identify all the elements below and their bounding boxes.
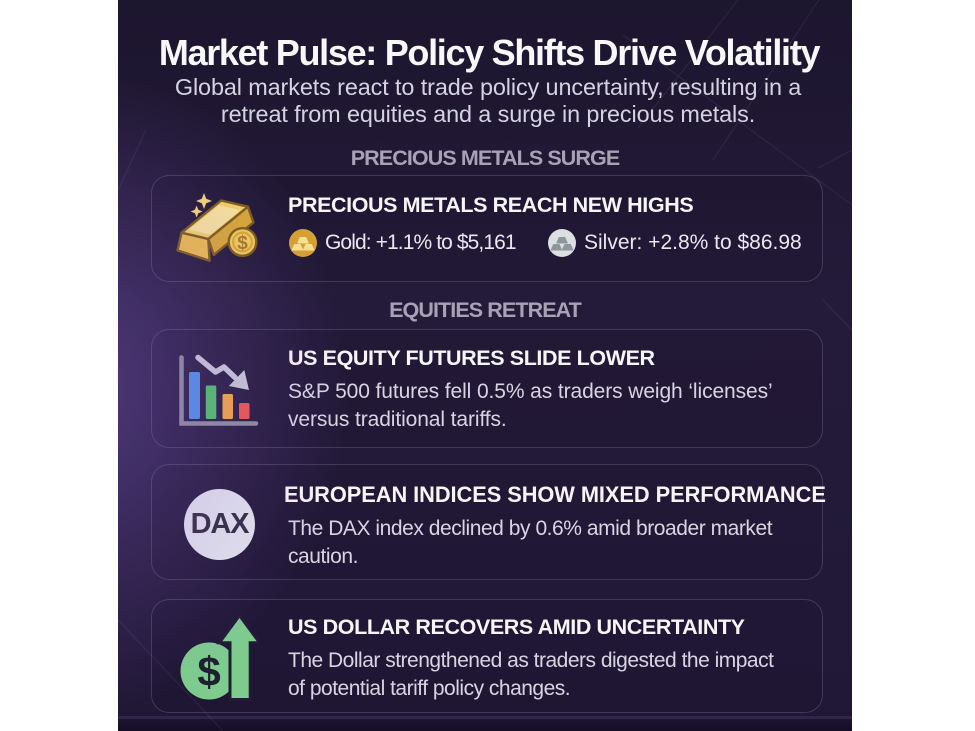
svg-text:$: $ bbox=[237, 233, 248, 254]
svg-text:$: $ bbox=[197, 648, 220, 695]
